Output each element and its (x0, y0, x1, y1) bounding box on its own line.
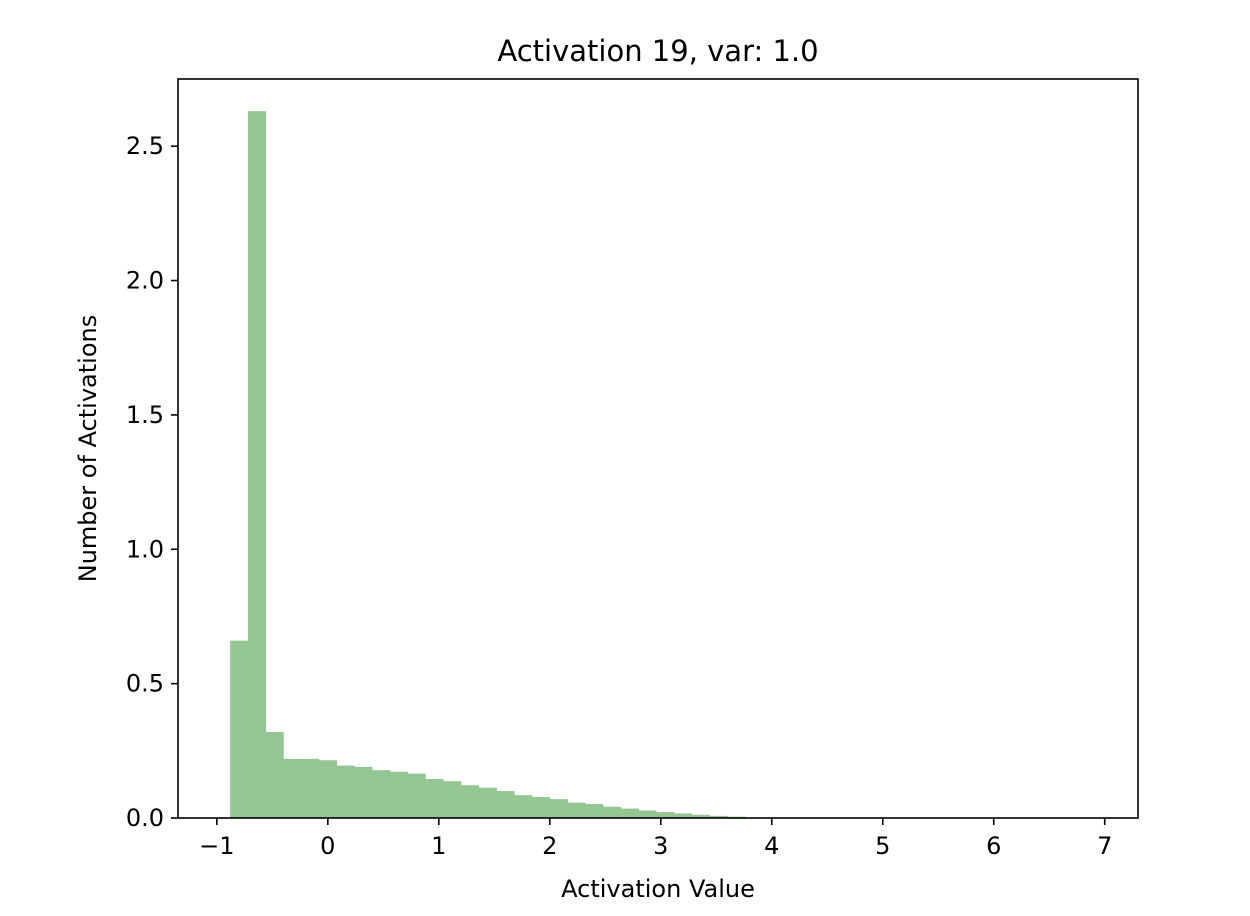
histogram-bar (532, 797, 551, 818)
bars-group (230, 111, 746, 819)
histogram-bar (230, 640, 249, 818)
histogram-bar (691, 814, 710, 818)
x-axis-ticks: −1 0 1 2 3 4 5 6 7 (199, 818, 1112, 860)
plot-frame (177, 78, 1139, 819)
y-tick-label: 2.0 (126, 267, 164, 295)
histogram-bar (318, 760, 338, 818)
histogram-bar (354, 766, 373, 818)
histogram-bar (709, 815, 728, 818)
x-tick-label: 7 (1097, 832, 1112, 860)
chart-title: Activation 19, var: 1.0 (497, 34, 818, 68)
histogram-bar (478, 787, 497, 818)
x-tick-label: 2 (542, 832, 557, 860)
histogram-bar (389, 771, 409, 818)
y-axis-ticks: 0.0 0.5 1.0 1.5 2.0 2.5 (126, 132, 178, 832)
histogram-bar (674, 813, 693, 818)
histogram-bar (247, 111, 266, 819)
histogram-bar (567, 802, 586, 818)
histogram-bar (549, 799, 568, 818)
histogram-bar (461, 785, 480, 818)
y-tick-label: 1.5 (126, 401, 164, 429)
histogram-bar (638, 810, 657, 818)
histogram-bar (603, 806, 622, 818)
x-tick-label: 1 (431, 832, 446, 860)
histogram-bar (585, 804, 604, 818)
x-tick-label: 6 (986, 832, 1001, 860)
histogram-bar (656, 812, 675, 818)
histogram-bar (514, 795, 533, 818)
histogram-bar (425, 779, 444, 818)
histogram-bar (301, 758, 320, 818)
x-tick-label: 3 (653, 832, 668, 860)
histogram-bar (620, 808, 639, 818)
y-tick-label: 2.5 (126, 132, 164, 160)
histogram-bar (283, 758, 302, 818)
x-tick-label: 4 (764, 832, 779, 860)
y-tick-label: 0.5 (126, 670, 164, 698)
histogram-bar (265, 732, 284, 818)
histogram-bar (407, 773, 426, 818)
histogram-bar (336, 765, 355, 818)
histogram-bar (372, 770, 391, 818)
histogram-bar (496, 791, 515, 818)
y-tick-label: 1.0 (126, 535, 164, 563)
y-tick-label: 0.0 (126, 804, 164, 832)
x-tick-label: −1 (199, 832, 234, 860)
y-axis-label: Number of Activations (74, 315, 102, 582)
histogram-bar (443, 781, 462, 818)
x-axis-label: Activation Value (561, 875, 755, 903)
x-tick-label: 5 (875, 832, 890, 860)
x-tick-label: 0 (320, 832, 335, 860)
